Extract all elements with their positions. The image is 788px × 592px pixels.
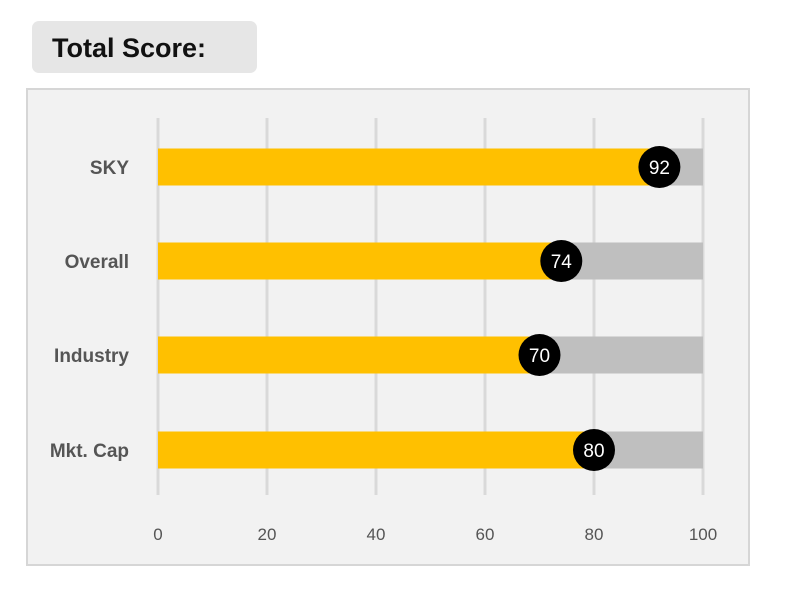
category-label-overall: Overall xyxy=(65,252,129,273)
bar-overall xyxy=(158,242,562,280)
value-marker-mkt-cap xyxy=(573,429,615,471)
chart-title: Total Score: xyxy=(32,21,257,73)
x-tick-label-60: 60 xyxy=(476,525,495,544)
category-label-sky: SKY xyxy=(90,158,129,179)
labels: 0 20 40 60 80 100 92 SKY 74 Overall 70 Industry 80 Mk… xyxy=(50,158,717,544)
category-label-mkt-cap: Mkt. Cap xyxy=(50,441,129,462)
x-tick-label-40: 40 xyxy=(367,525,386,544)
data-label-sky: 92 xyxy=(649,158,670,179)
data-label-industry: 70 xyxy=(529,346,550,367)
x-tick-label-80: 80 xyxy=(585,525,604,544)
data-label-mkt-cap: 80 xyxy=(583,441,604,462)
data-label-overall: 74 xyxy=(551,252,573,273)
category-label-industry: Industry xyxy=(54,346,129,367)
bar-sky xyxy=(158,148,660,186)
bar-mkt-cap xyxy=(158,431,594,469)
bars xyxy=(158,146,703,471)
value-marker-overall xyxy=(540,240,583,282)
x-tick-label-20: 20 xyxy=(258,525,277,544)
x-tick-label-0: 0 xyxy=(153,525,162,544)
value-marker-industry xyxy=(518,334,561,376)
value-marker-sky xyxy=(638,146,681,188)
bar-industry xyxy=(158,336,540,374)
x-tick-label-100: 100 xyxy=(689,525,717,544)
